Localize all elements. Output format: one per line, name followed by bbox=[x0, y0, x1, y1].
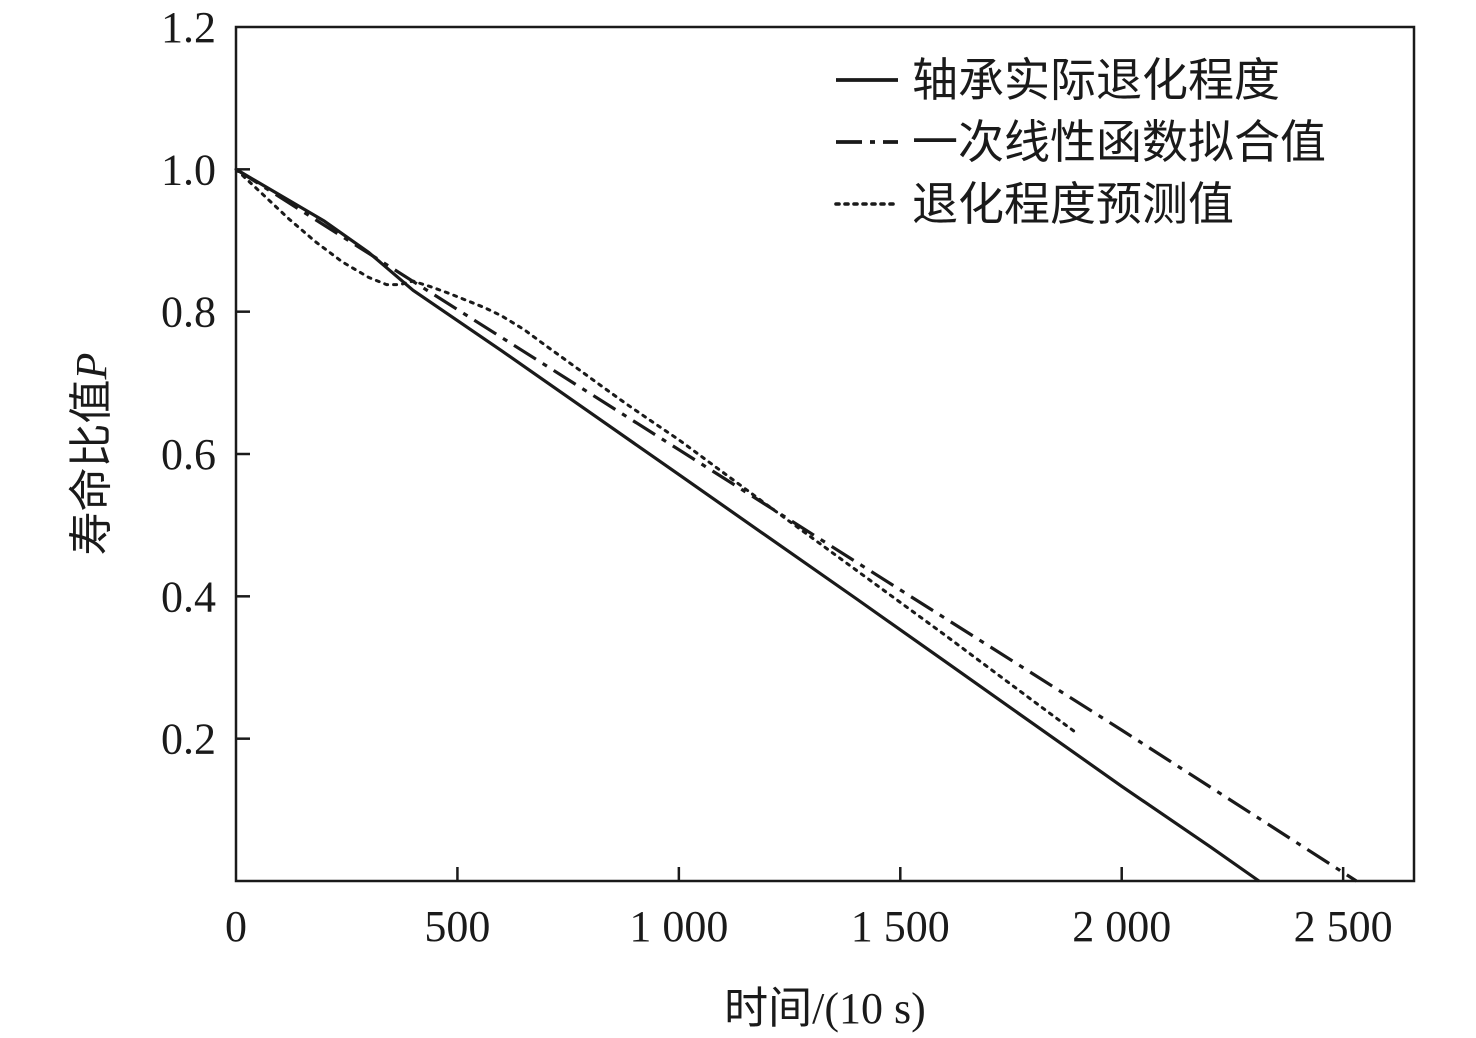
tick-group: 0 500 1 000 1 500 2 000 2 500 0.2 0.4 0.6 0.8 1.0 1… bbox=[161, 3, 1393, 951]
y-axis-title: 寿命比值P bbox=[67, 353, 116, 556]
legend-label-1: 轴承实际退化程度 bbox=[912, 55, 1280, 106]
x-tick-label: 2 500 bbox=[1294, 902, 1393, 951]
x-tick-label: 1 500 bbox=[851, 902, 950, 951]
series-group bbox=[234, 167, 1358, 883]
y-axis-title-text: 寿命比值 bbox=[67, 379, 116, 555]
x-tick-label: 0 bbox=[225, 902, 247, 951]
x-tick-label: 2 000 bbox=[1072, 902, 1171, 951]
y-tick-label: 1.0 bbox=[161, 145, 216, 194]
x-tick-label: 1 000 bbox=[629, 902, 728, 951]
legend-label-3: 退化程度预测值 bbox=[912, 179, 1234, 230]
series-line-1 bbox=[235, 167, 1260, 883]
legend-label-2: 一次线性函数拟合值 bbox=[912, 117, 1326, 168]
y-tick-label: 0.8 bbox=[161, 288, 216, 337]
y-axis-title-variable: P bbox=[67, 353, 116, 381]
y-tick-label: 1.2 bbox=[161, 3, 216, 52]
y-tick-label: 0.4 bbox=[161, 572, 216, 621]
x-tick-label: 500 bbox=[424, 902, 490, 951]
x-axis-title: 时间/(10 s) bbox=[724, 984, 926, 1033]
series-line-3 bbox=[234, 167, 1079, 736]
series-line-2 bbox=[235, 167, 1358, 883]
y-tick-label: 0.2 bbox=[161, 715, 216, 764]
y-tick-label: 0.6 bbox=[161, 430, 216, 479]
